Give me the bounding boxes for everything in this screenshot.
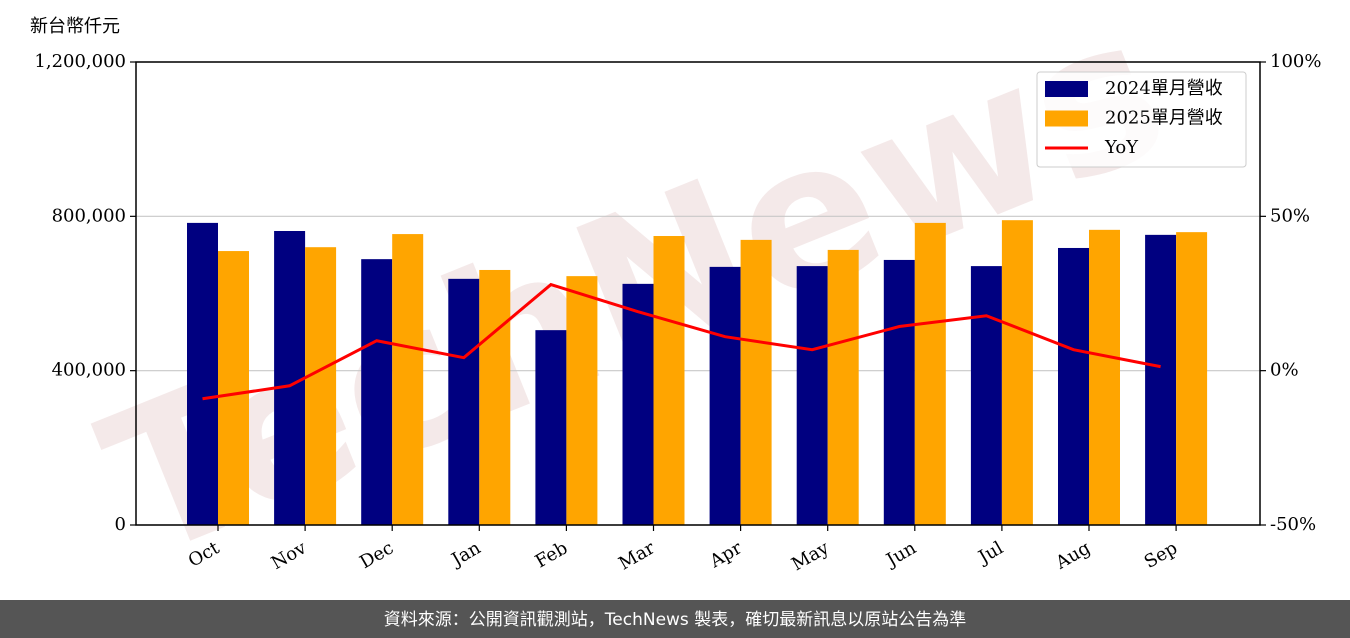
legend-label: 2025單月營收: [1105, 108, 1223, 129]
bar: [187, 222, 218, 525]
bar: [1058, 247, 1089, 525]
bar: [709, 266, 741, 525]
y-tick-label: 800,000: [52, 205, 126, 226]
x-tick-label: Mar: [615, 537, 659, 574]
bar: [1001, 220, 1033, 526]
plot-frame: [135, 61, 1261, 526]
y-tick-label: 400,000: [52, 360, 126, 381]
y2-tick-label: 100%: [1270, 51, 1321, 72]
bar: [479, 269, 511, 525]
x-tick-label: Aug: [1051, 537, 1094, 574]
bar: [392, 234, 424, 525]
y-tick-label: 1,200,000: [34, 51, 126, 72]
bar: [1089, 229, 1120, 525]
line: [202, 282, 1161, 401]
y2-tick-label: 0%: [1270, 360, 1299, 381]
bar: [740, 239, 772, 525]
legend-label: YoY: [1104, 137, 1139, 158]
bar: [914, 222, 946, 525]
bar: [796, 266, 828, 525]
x-tick-label: Feb: [532, 537, 572, 572]
footer: 資料來源：公開資訊觀測站，TechNews 製表，確切最新訊息以原站公告為準: [384, 610, 966, 630]
bar: [535, 330, 567, 525]
bar: [1176, 232, 1208, 525]
x-tick-label: Sep: [1141, 537, 1181, 572]
legend-label: 2024單月營收: [1105, 78, 1223, 99]
bar: [448, 278, 480, 525]
y2-tick-label: -50%: [1270, 514, 1316, 535]
bar: [566, 276, 598, 525]
footer-bar: [0, 600, 1350, 638]
bar: [305, 247, 337, 525]
x-tick-label: Jan: [446, 537, 484, 571]
bar: [970, 266, 1002, 525]
x-tick-label: Jul: [973, 537, 1007, 569]
x-tick-label: Dec: [356, 537, 397, 573]
bar: [622, 283, 654, 525]
x-tick-label: May: [788, 537, 833, 575]
x-tick-label: Jun: [881, 537, 920, 572]
y2-tick-label: 50%: [1270, 205, 1310, 226]
x-tick-label: Apr: [706, 537, 746, 572]
y-axis-label: 新台幣仟元: [30, 16, 120, 37]
bar: [361, 259, 393, 525]
legend-swatch: [1045, 110, 1088, 127]
y-tick-label: 0: [115, 514, 126, 535]
bar: [653, 236, 685, 525]
bar: [827, 249, 859, 526]
bar: [218, 251, 249, 525]
legend-box: [1036, 71, 1247, 168]
legend-swatch: [1045, 81, 1088, 97]
bar: [274, 230, 306, 525]
bar: [883, 259, 915, 525]
bar: [1145, 234, 1177, 525]
